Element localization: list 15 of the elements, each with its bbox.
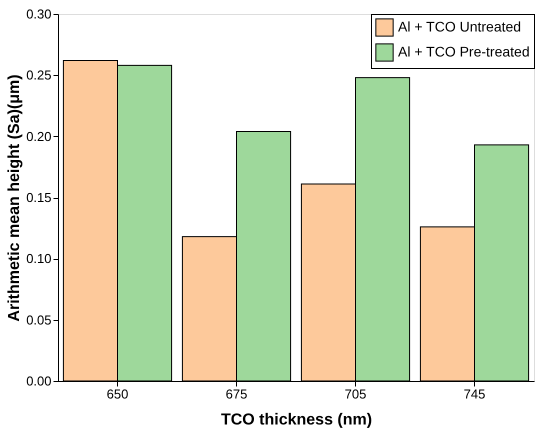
legend-label: Al + TCO Pre-treated bbox=[398, 44, 530, 60]
y-tick-label: 0.05 bbox=[26, 312, 52, 328]
x-tick-label: 745 bbox=[464, 386, 486, 402]
y-axis-title: Arithmetic mean height (Sa)(μm) bbox=[6, 74, 24, 322]
y-tick-label: 0.00 bbox=[26, 374, 52, 388]
x-tick-label: 650 bbox=[106, 386, 128, 402]
y-tick-label: 0.15 bbox=[26, 190, 52, 205]
x-tick-label: 705 bbox=[344, 386, 366, 402]
y-tick-label: 0.20 bbox=[26, 128, 52, 144]
x-tick-label: 675 bbox=[226, 386, 248, 402]
x-axis-title: TCO thickness (nm) bbox=[220, 412, 372, 428]
legend-label: Al + TCO Untreated bbox=[398, 18, 522, 34]
y-tick-label: 0.30 bbox=[26, 6, 52, 22]
y-tick-label: 0.25 bbox=[26, 68, 52, 83]
y-tick-label: 0.10 bbox=[26, 251, 52, 266]
